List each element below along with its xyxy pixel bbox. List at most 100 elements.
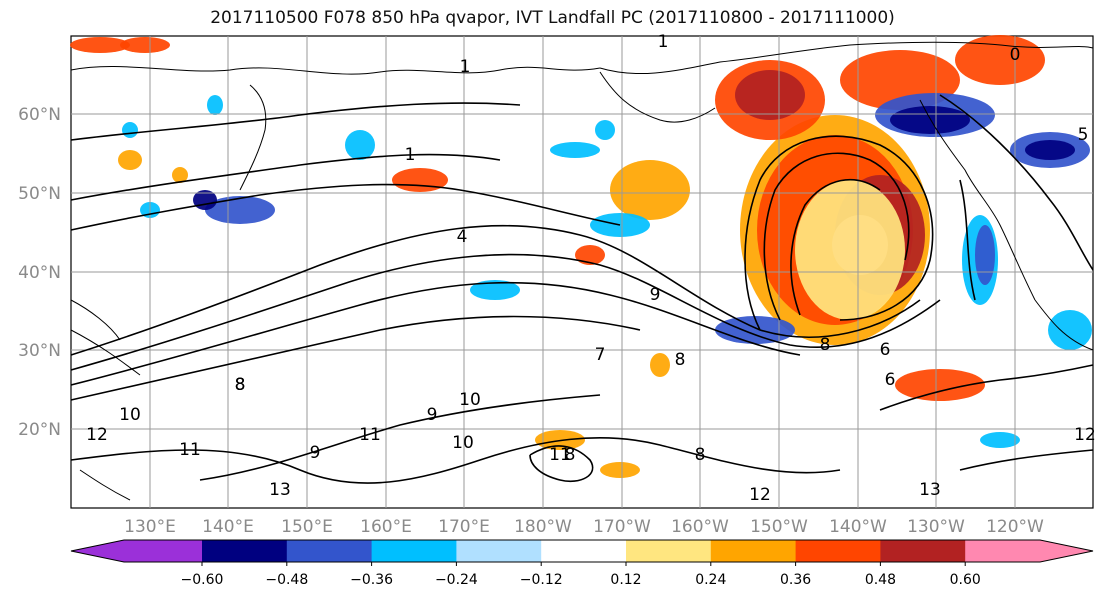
colorbar-segment — [880, 540, 966, 562]
moisture-patch — [120, 37, 170, 53]
coastlines — [70, 41, 1094, 501]
colorbar-segment — [456, 540, 542, 562]
lon-label: 130°E — [124, 517, 176, 537]
contour-value-label: 6 — [885, 370, 896, 390]
moisture-patch — [575, 245, 605, 265]
lon-label: 150°E — [281, 517, 333, 537]
colorbar-tick-label: −0.60 — [181, 572, 224, 588]
moisture-patch — [890, 106, 970, 134]
colorbar-tick-label: 0.48 — [865, 572, 896, 588]
colorbar-tick-label: 0.36 — [780, 572, 811, 588]
contour-value-label: 9 — [310, 443, 321, 463]
colorbar-tick-label: 0.24 — [695, 572, 726, 588]
colorbar: −0.60 −0.48 −0.36 −0.24 −0.12 0.12 0.24 0.36 0.4… — [70, 539, 1094, 588]
ivt-contour — [70, 315, 641, 401]
contour-value-label: 4 — [457, 227, 468, 247]
lat-label: 60°N — [18, 105, 61, 125]
contour-value-label: 12 — [1074, 425, 1096, 445]
colorbar-segment — [124, 540, 202, 562]
moisture-patch — [1048, 310, 1092, 350]
latitude-labels: 60°N 50°N 40°N 30°N 20°N — [18, 105, 61, 440]
contour-value-label: 7 — [595, 345, 606, 365]
moisture-patch — [1025, 140, 1075, 160]
coastline — [599, 71, 716, 123]
contour-value-label: 10 — [452, 433, 474, 453]
colorbar-segment — [541, 540, 627, 562]
ivt-contour — [763, 152, 910, 321]
moisture-patch — [955, 35, 1045, 85]
ivt-contour — [70, 253, 941, 371]
ivt-contour — [744, 135, 934, 331]
ivt-contour — [70, 102, 521, 141]
contour-value-label: 13 — [269, 480, 291, 500]
ivt-contour — [70, 281, 801, 386]
lon-label: 130°W — [907, 517, 965, 537]
lon-label: 160°W — [671, 517, 729, 537]
contour-value-label: 10 — [459, 390, 481, 410]
lon-label: 170°E — [438, 517, 490, 537]
moisture-patch — [345, 130, 375, 160]
lat-label: 20°N — [18, 420, 61, 440]
ivt-contour — [879, 364, 1094, 411]
coastline — [599, 41, 1094, 75]
moisture-patch — [975, 225, 995, 285]
moisture-patch — [595, 120, 615, 140]
moisture-patch — [172, 167, 188, 183]
ivt-contour — [70, 153, 501, 201]
ivt-contour — [70, 183, 621, 231]
lon-label: 160°E — [360, 517, 412, 537]
lat-label: 50°N — [18, 184, 61, 204]
contour-value-label: 5 — [1078, 125, 1089, 145]
contour-value-label: 11 — [549, 445, 571, 465]
moisture-patch — [118, 150, 142, 170]
colorbar-extend-max — [1040, 540, 1093, 562]
ivt-contour — [959, 449, 1094, 471]
colorbar-tick-label: −0.24 — [435, 572, 478, 588]
ivt-contours — [70, 94, 1094, 484]
lon-label: 120°W — [986, 517, 1044, 537]
ivt-contour — [199, 394, 601, 481]
contour-value-label: 1 — [405, 145, 416, 165]
map-title: 2017110500 F078 850 hPa qvapor, IVT Land… — [210, 8, 895, 28]
coastline — [70, 66, 601, 75]
moisture-patch — [600, 462, 640, 478]
moisture-patch — [650, 353, 670, 377]
longitude-labels: 130°E 140°E 150°E 160°E 170°E 180°W 170°W 160°W… — [124, 517, 1044, 537]
graticule — [71, 36, 1093, 508]
lon-label: 140°W — [829, 517, 887, 537]
colorbar-extend-min — [71, 540, 124, 562]
contour-value-label: 12 — [86, 425, 108, 445]
coastline — [239, 84, 267, 191]
colorbar-segment — [626, 540, 712, 562]
contour-value-label: 6 — [880, 340, 891, 360]
contour-value-label: 12 — [749, 485, 771, 505]
colorbar-tick-label: −0.48 — [265, 572, 308, 588]
ivt-contour — [790, 178, 881, 316]
coastline — [1034, 299, 1094, 351]
contour-value-label: 8 — [565, 445, 576, 465]
ivt-contour — [939, 94, 1094, 271]
colorbar-tick-label: −0.36 — [350, 572, 393, 588]
lon-label: 140°E — [202, 517, 254, 537]
contour-value-label: 11 — [179, 440, 201, 460]
colorbar-segment — [710, 540, 797, 562]
colorbar-segment — [795, 540, 881, 562]
contour-value-label: 9 — [427, 405, 438, 425]
lat-label: 30°N — [18, 341, 61, 361]
moisture-shading — [70, 35, 1092, 478]
coastline — [919, 99, 1036, 301]
moisture-patch — [205, 196, 275, 224]
contour-value-label: 1 — [460, 57, 471, 77]
contour-value-label: 0 — [1010, 45, 1021, 65]
contour-value-label: 8 — [695, 445, 706, 465]
lon-label: 150°W — [750, 517, 808, 537]
colorbar-segment — [202, 540, 288, 562]
moisture-patch — [735, 70, 805, 120]
coastline — [79, 469, 131, 501]
lon-label: 180°W — [514, 517, 572, 537]
colorbar-segment — [965, 540, 1040, 562]
moisture-patch — [980, 432, 1020, 448]
contour-value-label: 11 — [359, 425, 381, 445]
